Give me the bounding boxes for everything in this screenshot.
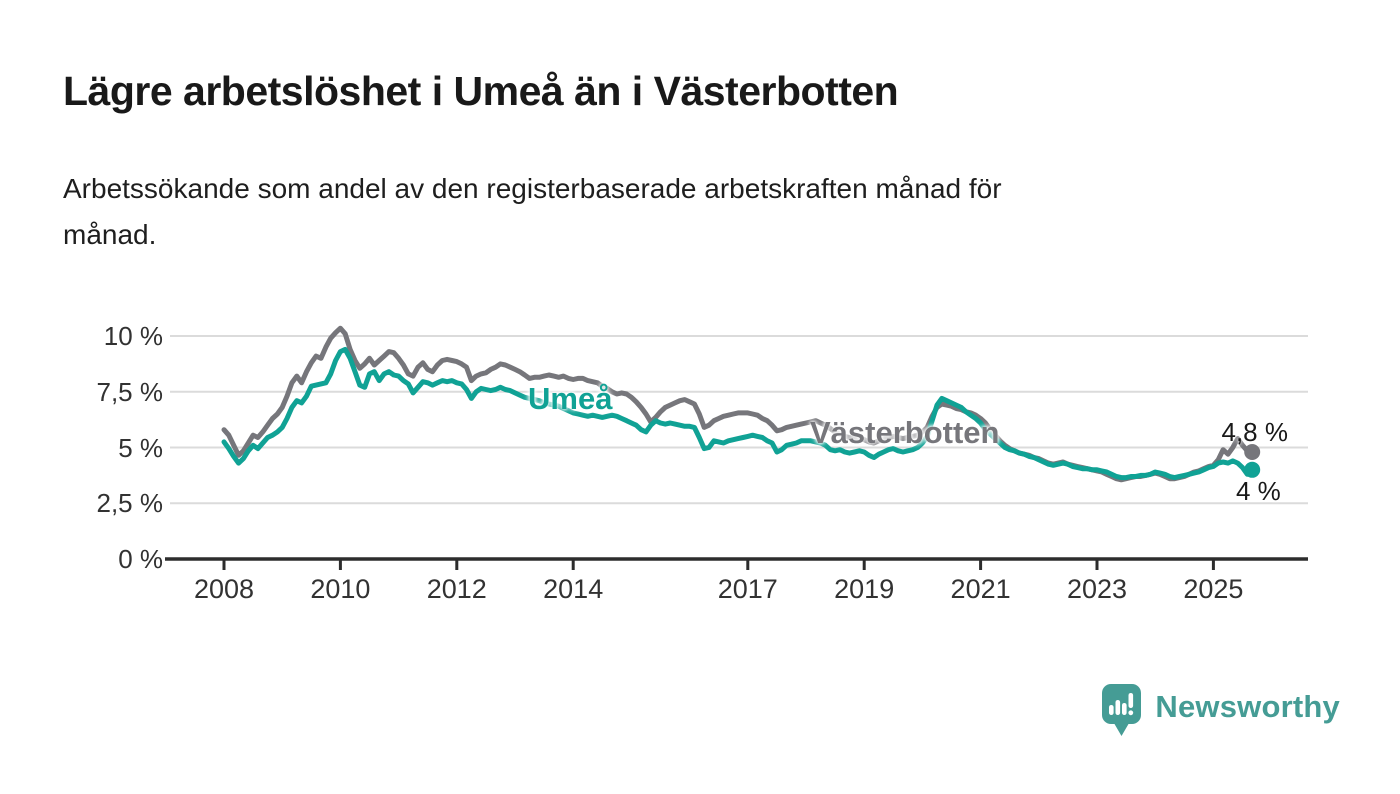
x-axis-tick-label: 2010 (310, 574, 371, 604)
x-axis-tick-label: 2017 (717, 574, 778, 604)
end-value-label-umea: 4 % (1236, 476, 1281, 506)
x-axis-tick-label: 2014 (543, 574, 604, 604)
newsworthy-logo-text: Newsworthy (1155, 689, 1340, 724)
x-axis-tick-label: 2008 (193, 574, 255, 604)
x-axis-tick-label: 2012 (426, 574, 487, 604)
series-end-dot-umeå (1244, 461, 1261, 478)
end-value-label-vasterbotten: 4,8 % (1221, 417, 1289, 447)
y-axis-tick-label: 10 % (103, 321, 163, 351)
y-axis-tick-label: 2,5 % (96, 488, 164, 519)
series-line-västerbotten (221, 325, 1255, 483)
series-label-umea: Umeå (528, 381, 613, 416)
series-label-vasterbotten: Västerbotten (810, 415, 1000, 450)
series-end-dot-västerbotten (1244, 444, 1261, 460)
y-axis-tick-label: 5 % (118, 432, 163, 463)
chart-subtitle: Arbetssökande som andel av den registerb… (63, 166, 1263, 258)
subtitle-line-2: månad. (63, 219, 157, 250)
subtitle-line-1: Arbetssökande som andel av den registerb… (63, 173, 1002, 204)
page-title: Lägre arbetslöshet i Umeå än i Västerbot… (63, 68, 899, 114)
y-axis-tick-label: 7,5 % (96, 376, 164, 407)
x-axis-tick-label: 2023 (1066, 574, 1128, 604)
x-axis-tick-label: 2019 (834, 574, 895, 604)
newsworthy-logo-icon (1101, 684, 1142, 742)
x-axis-tick-label: 2021 (950, 574, 1011, 604)
y-axis-tick-label: 0 % (118, 544, 163, 574)
x-axis-tick-label: 2025 (1183, 574, 1244, 604)
newsworthy-logo[interactable]: Newsworthy (1101, 684, 1340, 742)
series-line-umeå (221, 346, 1255, 481)
